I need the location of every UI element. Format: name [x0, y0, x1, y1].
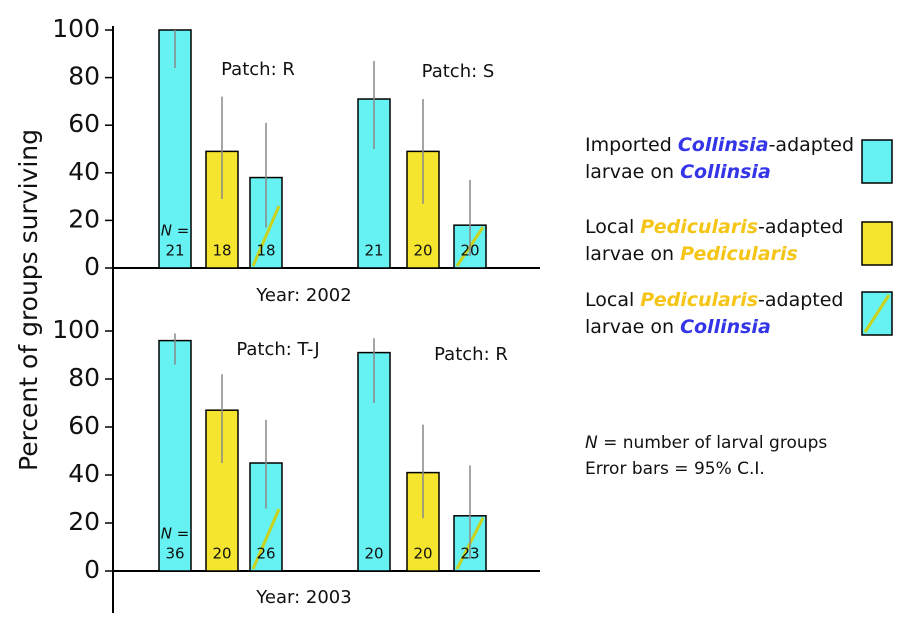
legend-label-part: Collinsia: [678, 134, 769, 156]
n-label: 36: [165, 545, 184, 563]
legend-label-part: larvae on: [585, 243, 680, 265]
y-tick-label: 60: [68, 109, 100, 138]
legend-label-part: -adapted: [769, 134, 854, 156]
y-tick-label: 80: [68, 62, 100, 91]
y-tick-label: 100: [52, 14, 100, 43]
n-label: 20: [413, 545, 432, 563]
bar-hatch: [251, 205, 281, 267]
n-label: 21: [364, 242, 383, 260]
n-prefix: N =: [161, 525, 190, 543]
legend-label: larvae on Collinsia: [585, 316, 771, 338]
legend-label: Local Pedicularis-adapted: [585, 216, 844, 238]
legend-label-part: -adapted: [758, 289, 843, 311]
bar: [158, 29, 192, 269]
y-tick-label: 40: [68, 459, 100, 488]
bar: [158, 339, 192, 572]
legend-label-part: larvae on: [585, 161, 680, 183]
note: N = number of larval groups: [585, 433, 827, 453]
n-label: 20: [460, 242, 479, 260]
y-tick-label: 100: [52, 315, 100, 344]
legend-label-part: larvae on: [585, 316, 680, 338]
panel-title: Year: 2002: [255, 285, 351, 306]
n-label: 18: [256, 242, 275, 260]
y-tick-label: 0: [84, 555, 100, 584]
legend-label: Local Pedicularis-adapted: [585, 289, 844, 311]
n-label: 26: [256, 545, 275, 563]
panel-title: Year: 2003: [255, 587, 351, 608]
patch-label: Patch: S: [422, 61, 495, 82]
legend-swatch: [861, 139, 893, 184]
legend-label-part: Imported: [585, 134, 678, 156]
bar-hatch: [251, 508, 281, 570]
bar: [205, 150, 239, 269]
legend-label: larvae on Collinsia: [585, 161, 771, 183]
note-part: Error bars = 95% C.I.: [585, 459, 765, 479]
note: Error bars = 95% C.I.: [585, 459, 765, 479]
y-tick-label: 80: [68, 363, 100, 392]
legend-hatch: [863, 294, 891, 333]
y-tick-label: 60: [68, 411, 100, 440]
legend-label-part: Pedicularis: [640, 216, 758, 238]
n-label: 18: [212, 242, 231, 260]
legend-label-part: Pedicularis: [640, 289, 758, 311]
legend-label: Imported Collinsia-adapted: [585, 134, 854, 156]
n-label: 21: [165, 242, 184, 260]
n-prefix: N =: [161, 222, 190, 240]
legend-swatch: [861, 221, 893, 266]
n-label: 20: [364, 545, 383, 563]
note-part: = number of larval groups: [598, 433, 828, 453]
legend-label-part: -adapted: [758, 216, 843, 238]
y-tick-label: 40: [68, 157, 100, 186]
patch-label: Patch: R: [221, 59, 295, 80]
note-part: N: [585, 433, 598, 453]
y-tick-label: 0: [84, 252, 100, 281]
y-tick-label: 20: [68, 204, 100, 233]
legend-label-part: Collinsia: [680, 316, 771, 338]
patch-label: Patch: T-J: [236, 339, 319, 360]
legend-label: larvae on Pedicularis: [585, 243, 798, 265]
y-tick-label: 20: [68, 507, 100, 536]
legend-label-part: Local: [585, 216, 640, 238]
legend-label-part: Local: [585, 289, 640, 311]
legend-label-part: Collinsia: [680, 161, 771, 183]
y-axis-label: Percent of groups surviving: [14, 129, 43, 471]
legend-label-part: Pedicularis: [680, 243, 798, 265]
n-label: 20: [413, 242, 432, 260]
n-label: 23: [460, 545, 479, 563]
patch-label: Patch: R: [434, 344, 508, 365]
n-label: 20: [212, 545, 231, 563]
